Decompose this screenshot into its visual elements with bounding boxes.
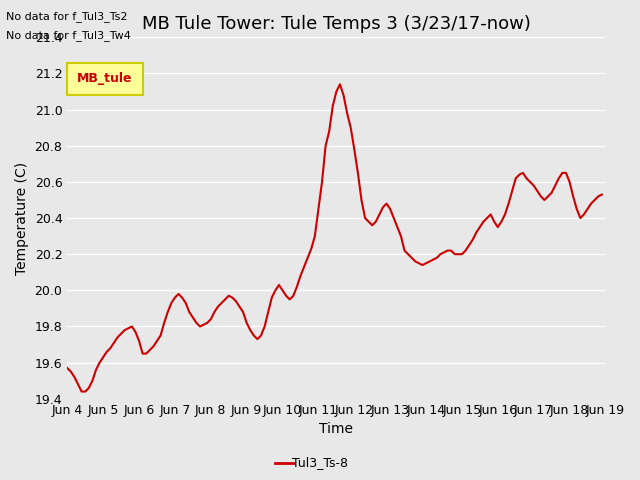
- X-axis label: Time: Time: [319, 422, 353, 436]
- FancyBboxPatch shape: [67, 62, 143, 95]
- Text: No data for f_Tul3_Ts2: No data for f_Tul3_Ts2: [6, 11, 128, 22]
- Text: No data for f_Tul3_Tw4: No data for f_Tul3_Tw4: [6, 30, 131, 41]
- Title: MB Tule Tower: Tule Temps 3 (3/23/17-now): MB Tule Tower: Tule Temps 3 (3/23/17-now…: [142, 15, 531, 33]
- Y-axis label: Temperature (C): Temperature (C): [15, 161, 29, 275]
- Text: Tul3_Ts-8: Tul3_Ts-8: [292, 456, 348, 468]
- Text: MB_tule: MB_tule: [77, 72, 132, 85]
